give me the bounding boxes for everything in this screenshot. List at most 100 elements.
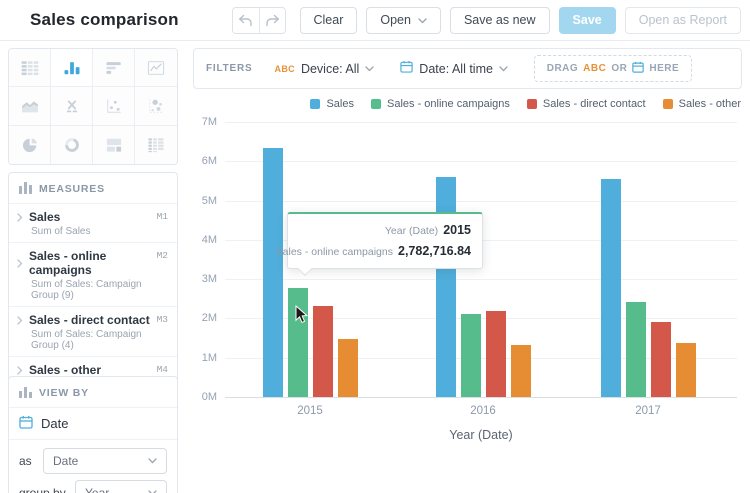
filter-chip-date[interactable]: Date: All time [400, 60, 508, 78]
measure-name: Sales [29, 210, 61, 224]
as-select[interactable]: Date [43, 448, 167, 474]
legend-label: Sales - other [678, 98, 741, 110]
gridline [225, 200, 737, 202]
gridline [225, 397, 737, 398]
chevron-down-icon [499, 65, 508, 71]
measure-item-2[interactable]: Sales - online campaigns Sum of Sales: Ca… [9, 242, 177, 306]
chevron-right-icon[interactable] [17, 365, 23, 375]
bar-2015-sales-other[interactable] [337, 339, 358, 397]
redo-icon[interactable] [258, 7, 285, 33]
toolbar: Sales comparison Clear Open Save as new … [0, 0, 750, 41]
measure-item-3[interactable]: Sales - direct contact Sum of Sales: Camp… [9, 306, 177, 356]
view-by-field-label: Date [41, 416, 69, 431]
bar-2015-sales[interactable] [262, 148, 283, 397]
chevron-right-icon[interactable] [17, 258, 23, 268]
pivot-table-icon [148, 138, 164, 152]
text-field-badge: ABC [274, 63, 295, 74]
filters-drop-zone[interactable]: DRAG ABC OR HERE [533, 55, 692, 82]
measure-item-1[interactable]: Sales Sum of Sales M1 [9, 203, 177, 242]
bar-2017-sales-other[interactable] [675, 343, 696, 397]
view-by-header: VIEW BY [9, 377, 177, 407]
measures-title: MEASURES [39, 183, 105, 195]
chart-type-pie-icon[interactable] [9, 125, 51, 164]
single-value-icon [66, 100, 77, 113]
y-axis-tick-label: 1M [201, 351, 217, 364]
filters-bar: FILTERS ABC Device: All Date: All time D… [193, 48, 742, 89]
bar-2017-sales[interactable] [600, 179, 621, 397]
chart-type-donut-icon[interactable] [51, 125, 93, 164]
bar-2015-sales-direct-contact[interactable] [312, 306, 333, 397]
legend-swatch [526, 99, 537, 109]
legend-item[interactable]: Sales - direct contact [526, 98, 646, 110]
chart-type-table-icon[interactable] [9, 49, 51, 88]
tooltip-label: Year (Date) [384, 225, 439, 237]
chart-type-pivot-table-icon[interactable] [135, 125, 177, 164]
gridline [225, 357, 737, 359]
undo-icon[interactable] [232, 7, 259, 33]
chevron-down-icon [418, 13, 427, 27]
save-button[interactable]: Save [558, 6, 616, 34]
line-chart-icon [147, 60, 165, 75]
mouse-cursor-icon [295, 304, 309, 329]
view-by-field-date[interactable]: Date [9, 407, 177, 439]
chevron-right-icon[interactable] [17, 315, 23, 325]
as-select-value: Date [53, 454, 79, 468]
bar-2016-sales-online-campaigns[interactable] [460, 314, 481, 397]
bubble-icon [149, 99, 163, 113]
measure-row: Sales - online campaigns [17, 249, 167, 277]
legend-item[interactable]: Sales [310, 98, 354, 110]
legend-label: Sales - online campaigns [387, 98, 510, 110]
tooltip-label: Sales - online campaigns [275, 246, 393, 258]
tooltip-value: 2,782,716.84 [398, 244, 471, 258]
bar-2016-sales[interactable] [435, 177, 456, 397]
scatter-icon [106, 99, 121, 113]
chart-type-line-chart-icon[interactable] [135, 49, 177, 88]
group-by-select[interactable]: Year [75, 480, 167, 493]
chevron-down-icon [365, 65, 374, 71]
chevron-down-icon [148, 490, 157, 493]
legend-swatch [310, 99, 321, 109]
chart-type-bar-chart-icon[interactable] [51, 49, 93, 88]
as-label: as [19, 454, 32, 468]
bar-2017-sales-direct-contact[interactable] [650, 322, 671, 397]
legend-item[interactable]: Sales - online campaigns [371, 98, 510, 110]
measure-name: Sales - other [29, 363, 102, 377]
drop-text: HERE [649, 63, 680, 74]
measure-detail: Sum of Sales [31, 226, 91, 237]
save-as-new-button[interactable]: Save as new [449, 6, 550, 34]
clear-button[interactable]: Clear [299, 6, 358, 34]
chevron-right-icon[interactable] [17, 212, 23, 222]
y-axis-tick-label: 7M [201, 116, 217, 128]
measure-tag: M3 [156, 314, 168, 325]
gridline [225, 318, 737, 320]
drop-text: DRAG [546, 63, 579, 74]
bar-chart-plot: Year (Date) Year (Date) 2015 Sales - onl… [202, 116, 737, 442]
legend-item[interactable]: Sales - other [662, 98, 741, 110]
bar-2017-sales-online-campaigns[interactable] [625, 302, 646, 397]
bar-2016-sales-other[interactable] [510, 345, 531, 397]
filter-chip-device[interactable]: ABC Device: All [275, 62, 375, 76]
chart-type-layout-icon[interactable] [93, 125, 135, 164]
drop-text: OR [611, 63, 628, 74]
chart-type-scatter-icon[interactable] [93, 87, 135, 126]
chart-type-bubble-icon[interactable] [135, 87, 177, 126]
gridline [225, 161, 737, 163]
chart-type-horizontal-bar-icon[interactable] [93, 49, 135, 88]
chart-tooltip: Year (Date) 2015 Sales - online campaign… [276, 212, 483, 277]
y-axis-tick-label: 4M [201, 233, 217, 246]
chart-type-single-value-icon[interactable] [51, 87, 93, 126]
measure-detail: Sum of Sales: Campaign Group (9) [31, 279, 142, 301]
measure-detail: Sum of Sales: Campaign Group (4) [31, 329, 142, 351]
y-axis-tick-label: 6M [201, 155, 217, 168]
chart-type-area-chart-icon[interactable] [9, 87, 51, 126]
bar-2016-sales-direct-contact[interactable] [485, 311, 506, 397]
legend-swatch [371, 99, 381, 109]
open-button[interactable]: Open [366, 6, 441, 34]
measure-tag: M1 [156, 211, 168, 222]
open-as-report-button[interactable]: Open as Report [624, 6, 741, 34]
measure-name: Sales - direct contact [29, 313, 150, 327]
measure-tag: M4 [156, 364, 168, 375]
group-by-label: group by [19, 486, 66, 493]
view-by-controls: as Date group by Year [9, 439, 177, 493]
bar-group-2016 [435, 177, 531, 397]
